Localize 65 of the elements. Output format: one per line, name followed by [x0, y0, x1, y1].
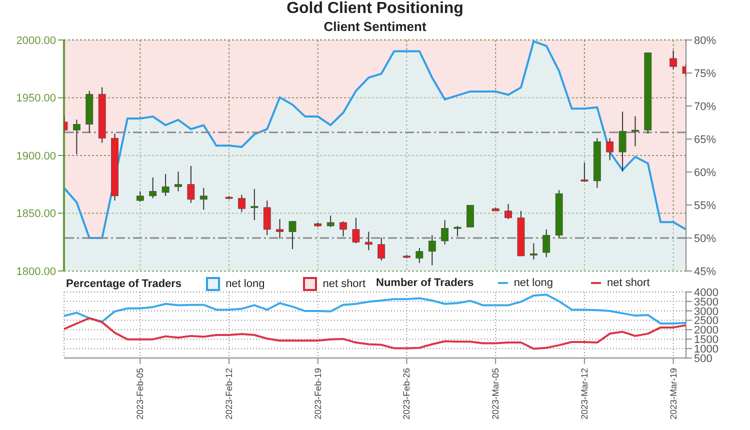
candlestick: [200, 187, 208, 210]
candlestick: [542, 228, 550, 258]
legend-label: net long: [224, 277, 265, 291]
chart-title: Gold Client Positioning: [286, 0, 464, 18]
x-tick-label: 2023-Mar-19: [668, 368, 678, 420]
legend-title: Number of Traders: [376, 277, 474, 289]
legend-label: net short: [606, 277, 650, 289]
y-tick-label: 2000: [694, 324, 718, 337]
candlestick: [352, 217, 360, 244]
candlestick: [606, 138, 614, 161]
x-tick-label: 2023-Mar-12: [579, 368, 590, 420]
candlestick: [441, 220, 449, 245]
y2-tick-label: 75%: [694, 68, 716, 80]
x-tick-label: 2023-Feb-12: [224, 368, 234, 420]
legend-title: Percentage of Traders: [66, 278, 182, 290]
y-tick-label: 500: [694, 352, 712, 365]
candlestick: [149, 176, 157, 199]
y2-tick-label: 70%: [694, 100, 716, 113]
candlestick: [428, 234, 436, 266]
legend-label: net short: [322, 277, 366, 291]
y2-tick-label: 60%: [694, 166, 716, 179]
y2-tick-label: 45%: [694, 266, 716, 278]
candlestick: [162, 173, 170, 196]
y-tick-label: 3500: [694, 296, 718, 308]
candlestick: [187, 165, 195, 204]
y-tick-label: 3000: [694, 306, 718, 318]
candlestick: [504, 204, 512, 220]
y2-tick-label: 80%: [694, 34, 716, 47]
candlestick: [466, 204, 474, 228]
x-tick-label: 2023-Mar-05: [490, 368, 501, 420]
candlestick: [364, 231, 372, 251]
y-tick-label: 4000: [694, 286, 718, 299]
candlestick: [618, 111, 626, 172]
candlestick: [276, 218, 284, 240]
candlestick: [632, 116, 639, 147]
candlestick: [73, 119, 80, 155]
candlestick: [288, 220, 296, 250]
line-series: [64, 317, 686, 350]
x-tick-label: 2023-Feb-05: [135, 368, 146, 420]
candlestick: [670, 50, 677, 70]
candlestick: [326, 215, 334, 228]
candlestick: [454, 225, 462, 237]
candlestick: [250, 188, 258, 221]
candlestick: [136, 190, 144, 202]
y-tick-label: 1900.00: [16, 150, 56, 162]
candlestick: [416, 247, 424, 264]
y-tick-label: 1850.00: [16, 208, 56, 220]
y2-tick-label: 55%: [694, 200, 716, 212]
legend-label: net long: [512, 277, 553, 289]
x-tick-label: 2023-Feb-19: [312, 368, 323, 420]
chart-subtitle: Client Sentiment: [322, 19, 428, 34]
candlestick: [174, 171, 182, 192]
candlestick: [580, 162, 588, 183]
y2-tick-label: 65%: [694, 134, 716, 146]
candlestick: [530, 242, 538, 260]
y2-tick-label: 50%: [694, 232, 716, 245]
y-tick-label: 2000.00: [16, 34, 56, 47]
y-tick-label: 1950.00: [16, 92, 56, 105]
candlestick: [238, 194, 246, 213]
candlestick: [340, 220, 347, 237]
y-tick-label: 2500: [694, 315, 718, 328]
x-tick-label: 2023-Feb-26: [402, 368, 412, 420]
y-tick-label: 1800.00: [16, 266, 56, 278]
candlestick: [378, 237, 386, 262]
candlestick: [263, 200, 271, 236]
